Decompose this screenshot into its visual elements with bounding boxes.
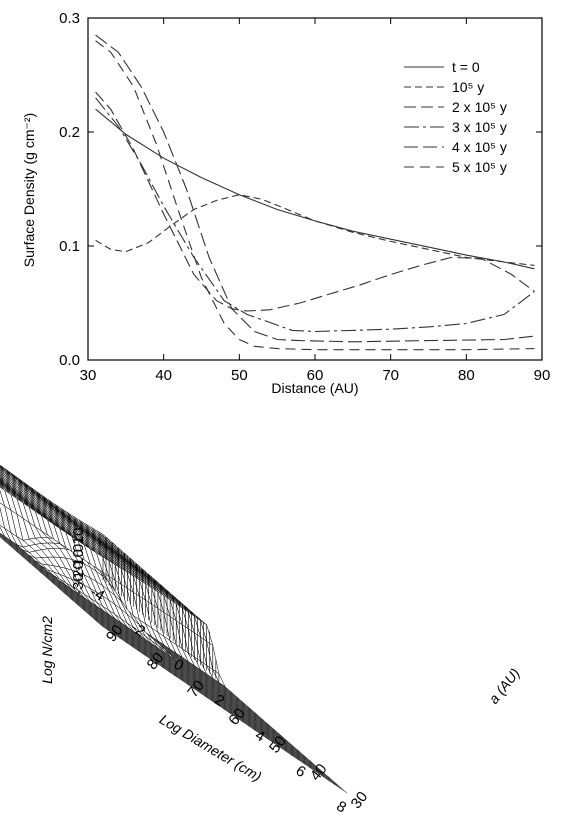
y-tick-label: 0.0: [59, 352, 80, 369]
series-line: [95, 194, 535, 266]
y-tick-label-3d: 40: [307, 761, 331, 785]
y-tick-label-3d: 60: [225, 705, 249, 729]
z-tick-label: -10: [70, 549, 87, 571]
x-axis-label: Distance (AU): [271, 380, 358, 396]
legend-entry: 10⁵ y: [452, 79, 484, 95]
series-group: [95, 34, 535, 351]
x-tick-label-3d: 8: [333, 798, 349, 817]
y-tick-label: 0.3: [59, 10, 80, 27]
z-tick-label: -20: [70, 561, 87, 583]
y-tick-label-3d: 50: [266, 733, 290, 757]
y-axis-label: Surface Density (g cm⁻²): [21, 113, 37, 267]
legend-entry: 4 x 10⁵ y: [452, 139, 507, 155]
z-tick-label: 10: [70, 528, 87, 545]
x-tick-label: 70: [382, 367, 399, 384]
x-tick-label: 50: [231, 367, 248, 384]
legend-entry: 2 x 10⁵ y: [452, 99, 507, 115]
y-tick-label-3d: 90: [103, 622, 127, 646]
x-tick-label: 90: [534, 367, 551, 384]
x-tick-label: 40: [155, 367, 172, 384]
x-tick-label: 30: [80, 367, 97, 384]
y-axis-label-3d: a (AU): [485, 665, 523, 707]
z-tick-label: -30: [70, 573, 87, 595]
surface-density-chart: 30 40 50 60 70 80 90 0.0 0.1 0.2 0.3 t = 0 10⁵ y 2 x…: [21, 10, 550, 396]
series-line: [95, 108, 535, 270]
series-line: [95, 91, 535, 312]
series-line: [95, 40, 535, 351]
tick-group: 30 40 50 60 70 80 90 0.0 0.1 0.2 0.3: [59, 10, 550, 384]
y-tick-label-3d: 30: [348, 788, 372, 812]
legend-entry: 5 x 10⁵ y: [452, 159, 507, 175]
legend-entry: 3 x 10⁵ y: [452, 119, 507, 135]
y-tick-label: 0.2: [59, 124, 80, 141]
z-axis-label: Log N/cm2: [39, 616, 55, 684]
series-line: [95, 97, 535, 333]
z-tick-label: 0: [70, 544, 87, 552]
y-tick-label: 0.1: [59, 238, 80, 255]
series-line: [95, 34, 535, 343]
x-tick-label: 80: [458, 367, 475, 384]
x-tick-label-3d: 6: [293, 762, 309, 781]
y-tick-label-3d: 70: [184, 677, 208, 701]
y-tick-label-3d: 80: [144, 649, 168, 673]
surface-mesh: [0, 464, 348, 794]
legend-entry: t = 0: [452, 59, 480, 75]
legend: t = 0 10⁵ y 2 x 10⁵ y 3 x 10⁵ y 4 x 10⁵ y 5 x…: [404, 59, 507, 175]
x-tick-label: 60: [307, 367, 324, 384]
